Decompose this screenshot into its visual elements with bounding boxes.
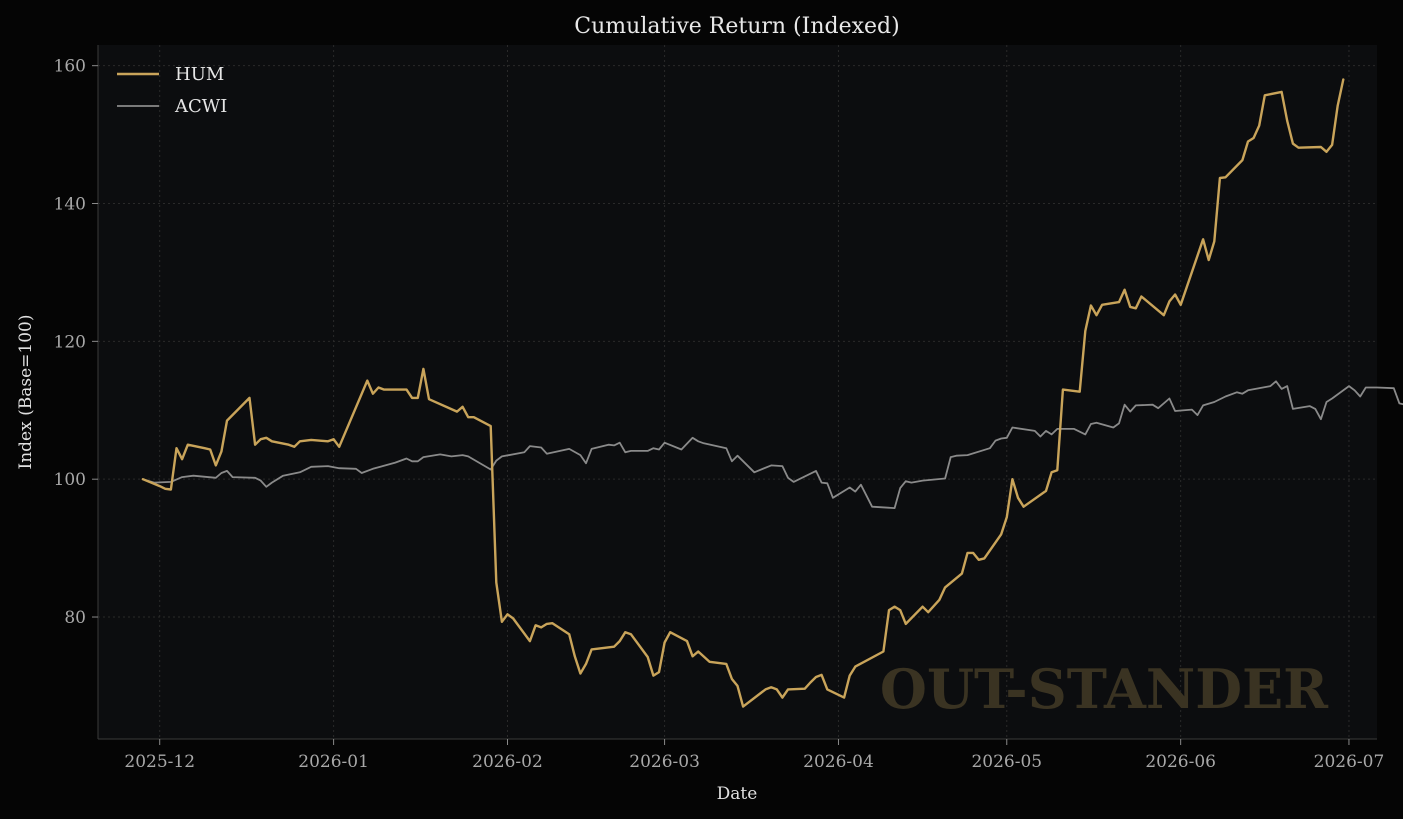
x-tick-label: 2026-06 — [1145, 752, 1216, 772]
legend-label-hum: HUM — [175, 64, 224, 85]
series-line-acwi — [141, 380, 1403, 510]
x-tick-label: 2026-07 — [1314, 752, 1385, 772]
x-axis-ticks: 2025-12 2026-01 2026-02 2026-03 2026-04 2026-… — [124, 739, 1384, 772]
y-axis-label: Index (Base=100) — [16, 315, 36, 470]
x-tick-label: 2025-12 — [124, 752, 195, 772]
y-tick-label: 100 — [54, 470, 86, 490]
watermark: OUT-STANDER — [880, 657, 1329, 721]
grid-lines — [98, 45, 1377, 739]
series-line-hum — [141, 78, 1345, 708]
y-tick-label: 80 — [64, 608, 86, 628]
legend: HUM ACWI — [117, 64, 227, 117]
y-tick-label: 160 — [54, 57, 86, 77]
y-axis-ticks: 80 100 120 140 160 — [54, 57, 98, 628]
series-layer — [141, 78, 1403, 708]
x-tick-label: 2026-03 — [629, 752, 700, 772]
x-tick-label: 2026-01 — [298, 752, 369, 772]
x-tick-label: 2026-02 — [472, 752, 543, 772]
x-tick-label: 2026-04 — [803, 752, 874, 772]
y-tick-label: 140 — [54, 195, 86, 215]
x-axis-label: Date — [717, 784, 758, 804]
chart-title: Cumulative Return (Indexed) — [574, 14, 899, 39]
x-tick-label: 2026-05 — [971, 752, 1042, 772]
legend-label-acwi: ACWI — [174, 96, 227, 117]
y-tick-label: 120 — [54, 332, 86, 352]
plot-area — [98, 45, 1377, 739]
